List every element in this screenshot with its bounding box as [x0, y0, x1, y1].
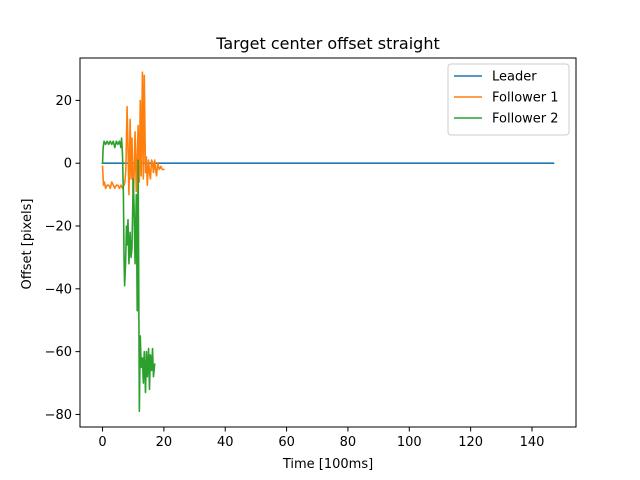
y-tick-label: −20: [45, 220, 72, 235]
legend-entry-label: Follower 2: [492, 112, 559, 127]
y-tick-label: −60: [45, 345, 72, 360]
x-tick-label: 40: [217, 435, 234, 450]
x-axis-label: Time [100ms]: [282, 457, 373, 472]
legend: Leader Follower 1 Follower 2: [447, 63, 570, 136]
y-tick-label: −80: [45, 408, 72, 423]
series-line-follower-1: [101, 71, 165, 202]
chart-title: Target center offset straight: [215, 34, 440, 53]
x-tick-label: 140: [520, 435, 545, 450]
y-tick-label: −40: [45, 282, 72, 297]
x-tick-label: 20: [156, 435, 173, 450]
x-tick-label: 100: [397, 435, 422, 450]
legend-entry-label: Leader: [492, 70, 537, 85]
series-line-follower-2: [101, 137, 156, 413]
x-tick-label: 120: [458, 435, 483, 450]
x-tick-label: 80: [340, 435, 357, 450]
y-tick-label: 20: [55, 94, 72, 109]
x-tick-label: 0: [98, 435, 106, 450]
x-tick-label: 60: [278, 435, 295, 450]
y-axis-label: Offset [pixels]: [20, 199, 35, 290]
plot-frame: [79, 57, 577, 428]
legend-entry-label: Follower 1: [492, 91, 559, 106]
y-tick-label: 0: [64, 157, 72, 172]
